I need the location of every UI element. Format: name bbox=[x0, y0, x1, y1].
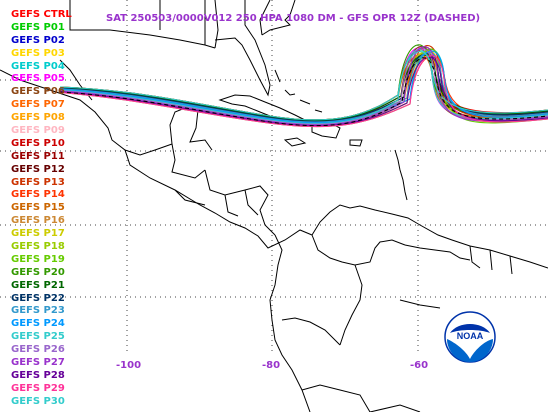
map-title: SAT 250503/0000V012 250 HPA 1080 DM - GF… bbox=[106, 13, 481, 24]
member-legend: GEFS CTRL GEFS P01 GEFS P02 GEFS P03 GEFS P0… bbox=[11, 9, 72, 409]
legend-item: GEFS P03 bbox=[11, 47, 65, 59]
legend-item: GEFS P26 bbox=[11, 344, 65, 356]
member-contour bbox=[59, 51, 548, 121]
legend-item: GEFS P25 bbox=[11, 331, 65, 343]
legend-item: GEFS P29 bbox=[11, 382, 65, 394]
operational-contour bbox=[59, 57, 548, 127]
legend-item: GEFS P10 bbox=[11, 137, 65, 149]
legend-item: GEFS P24 bbox=[11, 318, 65, 330]
legend-item: GEFS CTRL bbox=[11, 9, 72, 20]
member-contour bbox=[59, 53, 548, 122]
legend-item: GEFS P19 bbox=[11, 253, 65, 265]
member-contour bbox=[59, 47, 548, 125]
longitude-label-60w: -60 bbox=[410, 360, 429, 371]
longitude-label-80w: -80 bbox=[262, 360, 281, 371]
member-contour bbox=[59, 49, 548, 121]
noaa-logo-text: NOAA bbox=[457, 331, 484, 341]
legend-item: GEFS P11 bbox=[11, 150, 65, 162]
member-contour bbox=[59, 49, 548, 125]
legend-item: GEFS P12 bbox=[11, 163, 65, 175]
legend-item: GEFS P04 bbox=[11, 60, 65, 72]
legend-item: GEFS P13 bbox=[11, 176, 65, 188]
member-contour bbox=[59, 44, 548, 121]
legend-item: GEFS P23 bbox=[11, 305, 65, 317]
legend-item: GEFS P17 bbox=[11, 228, 65, 240]
legend-item: GEFS P08 bbox=[11, 112, 65, 124]
legend-item: GEFS P30 bbox=[11, 395, 65, 407]
legend-item: GEFS P21 bbox=[11, 279, 65, 291]
legend-item: GEFS P05 bbox=[11, 73, 65, 85]
graticule bbox=[0, 0, 548, 355]
legend-item: GEFS P09 bbox=[11, 125, 65, 137]
legend-item: GEFS P16 bbox=[11, 215, 65, 227]
noaa-logo: NOAA bbox=[444, 311, 496, 363]
legend-item: GEFS P18 bbox=[11, 241, 65, 253]
member-contour bbox=[59, 54, 548, 121]
legend-item: GEFS P02 bbox=[11, 34, 65, 46]
legend-item: GEFS P27 bbox=[11, 357, 65, 369]
legend-item: GEFS P28 bbox=[11, 369, 65, 381]
legend-item: GEFS P07 bbox=[11, 99, 65, 111]
legend-item: GEFS P06 bbox=[11, 86, 65, 98]
legend-item: GEFS P14 bbox=[11, 189, 65, 201]
ensemble-contours bbox=[59, 44, 548, 128]
member-contour bbox=[59, 50, 548, 124]
legend-item: GEFS P01 bbox=[11, 21, 65, 33]
legend-item: GEFS P20 bbox=[11, 266, 65, 278]
legend-item: GEFS P15 bbox=[11, 202, 65, 214]
legend-item: GEFS P22 bbox=[11, 292, 65, 304]
longitude-label-100w: -100 bbox=[116, 360, 142, 371]
member-contour bbox=[59, 56, 548, 127]
member-contour bbox=[59, 48, 548, 122]
